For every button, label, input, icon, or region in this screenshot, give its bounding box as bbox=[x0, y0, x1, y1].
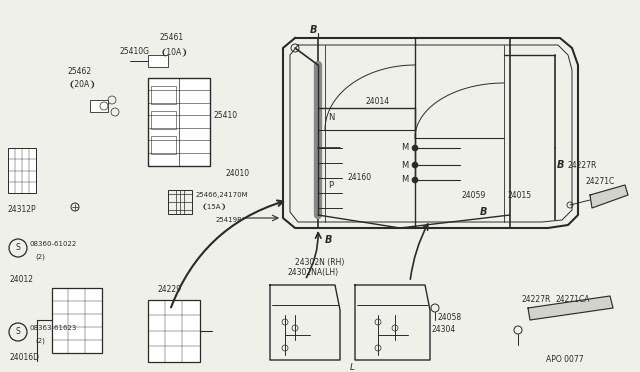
Text: 24229: 24229 bbox=[158, 285, 182, 295]
Text: 24015: 24015 bbox=[508, 190, 532, 199]
Text: 25419P: 25419P bbox=[216, 217, 243, 223]
Text: 25466,24170M: 25466,24170M bbox=[196, 192, 248, 198]
Text: 24058: 24058 bbox=[438, 314, 462, 323]
Text: 24304: 24304 bbox=[432, 326, 456, 334]
Circle shape bbox=[412, 162, 418, 168]
Text: M: M bbox=[401, 160, 408, 170]
Bar bbox=[148, 55, 168, 67]
Text: M: M bbox=[401, 144, 408, 153]
Polygon shape bbox=[528, 296, 613, 320]
Text: B: B bbox=[309, 25, 317, 35]
Text: APO 0077: APO 0077 bbox=[546, 356, 584, 365]
Text: 24160: 24160 bbox=[347, 173, 371, 183]
Text: 24302N (RH): 24302N (RH) bbox=[295, 257, 344, 266]
Text: L: L bbox=[350, 363, 355, 372]
Text: 24016D: 24016D bbox=[10, 353, 40, 362]
Text: 24312P: 24312P bbox=[8, 205, 36, 215]
Bar bbox=[52, 288, 102, 353]
Text: 24227R: 24227R bbox=[568, 160, 597, 170]
Bar bbox=[148, 78, 210, 166]
Text: 25462: 25462 bbox=[68, 67, 92, 77]
Text: S: S bbox=[15, 244, 20, 253]
Polygon shape bbox=[590, 185, 628, 208]
Text: 08360-61022: 08360-61022 bbox=[30, 241, 77, 247]
Bar bbox=[90, 100, 108, 112]
Text: 24302NA(LH): 24302NA(LH) bbox=[288, 269, 339, 278]
Bar bbox=[151, 111, 176, 129]
Bar bbox=[151, 136, 176, 154]
Text: (2): (2) bbox=[35, 254, 45, 260]
Text: 24059: 24059 bbox=[462, 190, 486, 199]
Text: B: B bbox=[480, 207, 488, 217]
Text: 25461: 25461 bbox=[160, 33, 184, 42]
Circle shape bbox=[412, 177, 418, 183]
Circle shape bbox=[412, 145, 418, 151]
Text: 24271CA: 24271CA bbox=[556, 295, 591, 305]
Bar bbox=[8, 148, 36, 193]
Text: 25410G: 25410G bbox=[120, 48, 150, 57]
Text: 24012: 24012 bbox=[10, 276, 34, 285]
Bar bbox=[148, 300, 200, 362]
Text: P: P bbox=[328, 180, 333, 189]
Text: 25410: 25410 bbox=[214, 110, 238, 119]
Text: B: B bbox=[557, 160, 564, 170]
Text: ❨20A❩: ❨20A❩ bbox=[68, 80, 95, 89]
Text: N: N bbox=[328, 113, 334, 122]
Text: 24010: 24010 bbox=[226, 169, 250, 177]
Text: 24271C: 24271C bbox=[586, 177, 615, 186]
Text: ❨15A❩: ❨15A❩ bbox=[202, 204, 227, 210]
Text: B: B bbox=[325, 235, 332, 245]
Text: 24227R: 24227R bbox=[522, 295, 552, 305]
Text: S: S bbox=[15, 327, 20, 337]
Text: M: M bbox=[401, 176, 408, 185]
Bar bbox=[151, 86, 176, 104]
Text: 08363-61623: 08363-61623 bbox=[30, 325, 77, 331]
Text: ❨10A❩: ❨10A❩ bbox=[160, 48, 188, 57]
Text: (2): (2) bbox=[35, 338, 45, 344]
Text: 24014: 24014 bbox=[365, 97, 389, 106]
Bar bbox=[168, 190, 192, 214]
